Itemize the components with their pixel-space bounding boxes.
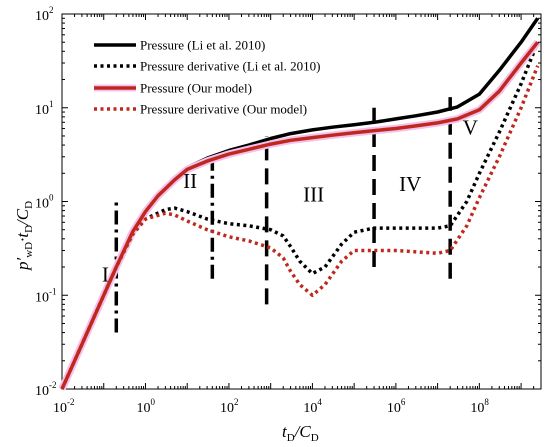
series-lines [58, 17, 541, 391]
legend-label-2: Pressure (Our model) [140, 81, 252, 96]
regime-label-3: IV [399, 172, 421, 196]
ticks [61, 14, 542, 390]
legend-label-1: Pressure derivative (Li et al. 2010) [140, 59, 321, 74]
x-tick-label-4: 106 [387, 397, 406, 416]
legend: Pressure (Li et al. 2010) Pressure deriv… [94, 38, 321, 117]
x-tick-label-2: 102 [220, 397, 239, 416]
y-tick-label-2: 100 [35, 193, 54, 212]
series-line-3 [60, 65, 540, 390]
series-halo-2 [58, 39, 541, 391]
series-line-2 [60, 41, 540, 390]
y-tick-label-1: 10-1 [35, 286, 57, 305]
y-axis-label: p′wD·tD/CD [13, 201, 35, 271]
legend-label-0: Pressure (Li et al. 2010) [140, 38, 265, 53]
x-tick-label-0: 10-2 [53, 397, 75, 416]
regime-label-4: V [463, 115, 478, 139]
x-tick-labels: 10-2 100 102 104 106 108 [53, 397, 489, 416]
y-tick-label-0: 10-2 [35, 380, 57, 399]
regime-lines [114, 97, 452, 333]
x-axis-label: tD/CD [282, 422, 319, 444]
x-tick-label-3: 104 [303, 397, 322, 416]
y-tick-labels: 10-2 10-1 100 101 102 [35, 5, 57, 399]
regime-label-1: II [183, 169, 197, 193]
regime-label-0: I [102, 263, 109, 287]
legend-label-3: Pressure derivative (Our model) [140, 102, 307, 117]
x-tick-label-1: 100 [136, 397, 155, 416]
regime-label-2: III [303, 183, 324, 207]
y-tick-label-3: 101 [35, 99, 54, 118]
series-line-1 [60, 41, 540, 390]
y-tick-label-4: 102 [35, 5, 54, 24]
x-tick-label-5: 108 [470, 397, 489, 416]
